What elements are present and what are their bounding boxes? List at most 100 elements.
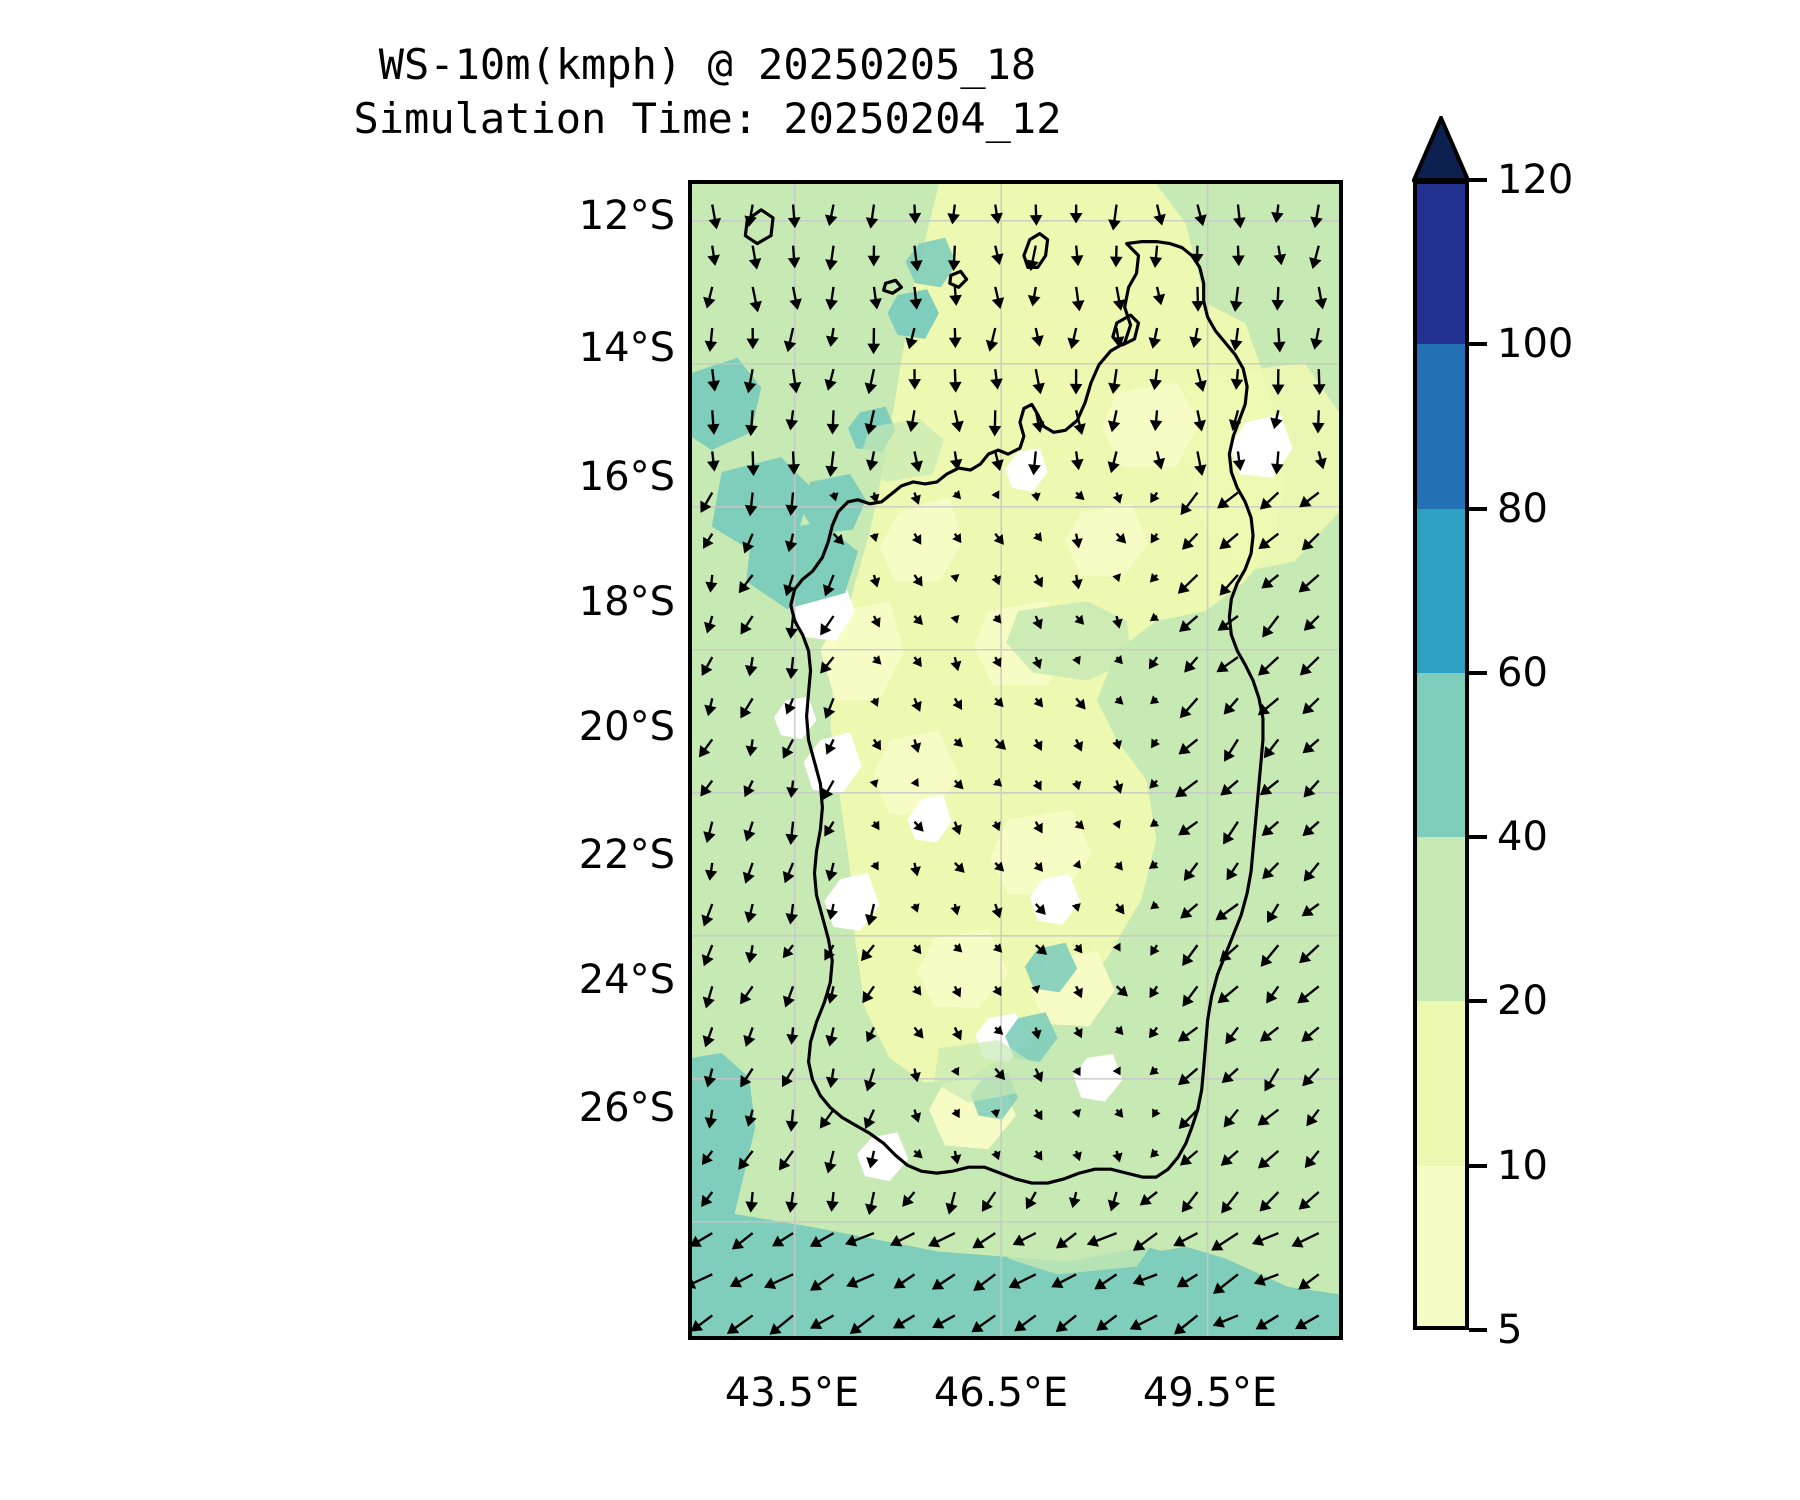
wind-vector-head bbox=[1107, 1199, 1120, 1212]
wind-vector-head bbox=[945, 1202, 958, 1215]
wind-vector-head bbox=[1184, 660, 1196, 673]
wind-vector-head bbox=[1113, 654, 1123, 665]
wind-vector-head bbox=[1072, 655, 1081, 665]
wind-vector-head bbox=[785, 419, 799, 431]
wind-vector-head bbox=[1177, 581, 1190, 594]
wind-vector-head bbox=[701, 1194, 713, 1207]
wind-vector-head bbox=[867, 343, 881, 355]
wind-vector-head bbox=[1180, 906, 1193, 919]
wind-vector-head bbox=[809, 1235, 823, 1247]
wind-vector-head bbox=[870, 820, 880, 831]
wind-vector-head bbox=[993, 697, 1004, 708]
wind-vector-head bbox=[988, 425, 1002, 437]
wind-vector-head bbox=[1212, 1282, 1226, 1294]
wind-vector-head bbox=[1014, 1319, 1027, 1332]
wind-vector-head bbox=[1072, 1066, 1081, 1077]
wind-vector-head bbox=[1229, 339, 1243, 351]
wind-vector-head bbox=[910, 777, 919, 787]
wind-vector-head bbox=[1193, 464, 1207, 476]
colorbar-segment bbox=[1413, 344, 1469, 509]
wind-vector-head bbox=[991, 575, 1002, 586]
wind-vector-head bbox=[1176, 1276, 1190, 1288]
wind-vector-head bbox=[1302, 824, 1315, 837]
wind-vector-head bbox=[1264, 1079, 1276, 1092]
wind-vector-head bbox=[865, 1203, 878, 1216]
wind-vector-head bbox=[991, 490, 1000, 500]
wind-vector-head bbox=[746, 465, 760, 477]
wind-vector-head bbox=[1232, 459, 1246, 471]
wind-vector-head bbox=[1107, 420, 1121, 433]
wind-vector-head bbox=[870, 697, 879, 707]
wind-vector-head bbox=[1255, 1318, 1268, 1330]
wind-vector-head bbox=[1217, 619, 1230, 631]
wind-vector-head bbox=[1031, 335, 1044, 347]
wind-vector-head bbox=[810, 1317, 823, 1330]
wind-vector-head bbox=[1150, 695, 1160, 705]
wind-vector-head bbox=[826, 423, 840, 435]
wind-vector-head bbox=[1298, 1278, 1311, 1290]
colorbar-tick-label: 40 bbox=[1497, 814, 1548, 861]
wind-vector-head bbox=[1225, 1032, 1237, 1045]
wind-vector-head bbox=[745, 745, 758, 757]
wind-vector-head bbox=[893, 1277, 906, 1289]
wind-vector-head bbox=[952, 942, 963, 953]
wind-vector-head bbox=[1051, 1276, 1064, 1288]
wind-vector-head bbox=[1178, 742, 1191, 755]
wind-vector-head bbox=[950, 1154, 962, 1165]
wind-vector-head bbox=[949, 294, 962, 306]
wind-vector-head bbox=[1033, 1150, 1043, 1161]
wind-vector-head bbox=[1297, 991, 1310, 1004]
wind-vector-head bbox=[1181, 1200, 1194, 1213]
colorbar-tick-label: 20 bbox=[1497, 978, 1548, 1025]
colorbar-tick bbox=[1469, 999, 1487, 1004]
map-plot-area bbox=[688, 180, 1343, 1340]
wind-vector-head bbox=[1114, 1025, 1124, 1036]
wind-vector-head bbox=[1029, 214, 1043, 226]
wind-vector-head bbox=[1072, 859, 1082, 869]
wind-vector-head bbox=[1071, 458, 1084, 471]
wind-vector-head bbox=[1175, 785, 1188, 798]
wind-vector-head bbox=[743, 829, 756, 842]
wind-vector-head bbox=[1071, 538, 1083, 549]
wind-vector-head bbox=[1112, 783, 1124, 794]
wind-vector-head bbox=[1055, 1320, 1068, 1333]
wind-vector-head bbox=[1173, 1322, 1187, 1335]
wind-vector-head bbox=[1152, 293, 1166, 306]
wind-vector-head bbox=[1112, 1066, 1121, 1076]
wind-vector-head bbox=[746, 338, 760, 350]
wind-vector-head bbox=[1074, 819, 1085, 830]
wind-vector-head bbox=[950, 660, 962, 672]
wind-vector-head bbox=[1148, 337, 1162, 349]
wind-vector-head bbox=[825, 298, 838, 311]
wind-vector-head bbox=[953, 737, 963, 748]
wind-vector-head bbox=[1216, 660, 1229, 673]
wind-vector-head bbox=[972, 1237, 985, 1249]
wind-vector-head bbox=[912, 985, 922, 996]
wind-vector-head bbox=[740, 1075, 752, 1088]
wind-vector-head bbox=[787, 217, 801, 229]
wind-vector-head bbox=[865, 459, 879, 471]
wind-vector-head bbox=[745, 424, 758, 437]
wind-vector-head bbox=[826, 1200, 839, 1212]
wind-vector-head bbox=[1301, 1030, 1314, 1042]
wind-vector-head bbox=[1190, 253, 1204, 265]
wind-vector-head bbox=[909, 260, 923, 272]
wind-vector-head bbox=[784, 540, 798, 553]
wind-vector-head bbox=[1232, 217, 1246, 229]
wind-vector-head bbox=[1114, 1108, 1124, 1118]
colorbar-tick-label: 60 bbox=[1497, 649, 1548, 696]
wind-vector-head bbox=[1177, 1030, 1191, 1042]
wind-vector-head bbox=[1112, 819, 1121, 829]
wind-vector-head bbox=[1231, 255, 1245, 267]
wind-vector-head bbox=[742, 871, 755, 884]
wind-vector-head bbox=[743, 381, 757, 394]
wind-vector-head bbox=[698, 745, 711, 758]
wind-vector-head bbox=[825, 992, 838, 1004]
wind-vector-head bbox=[869, 779, 879, 788]
wind-vector-head bbox=[951, 824, 962, 835]
wind-vector-head bbox=[913, 1027, 924, 1039]
wind-vector-head bbox=[785, 668, 799, 680]
wind-vector-head bbox=[702, 1035, 715, 1048]
colorbar[interactable]: 5 10 20 40 60 80 100 120 bbox=[1412, 116, 1573, 1353]
wind-vector-head bbox=[910, 903, 920, 913]
